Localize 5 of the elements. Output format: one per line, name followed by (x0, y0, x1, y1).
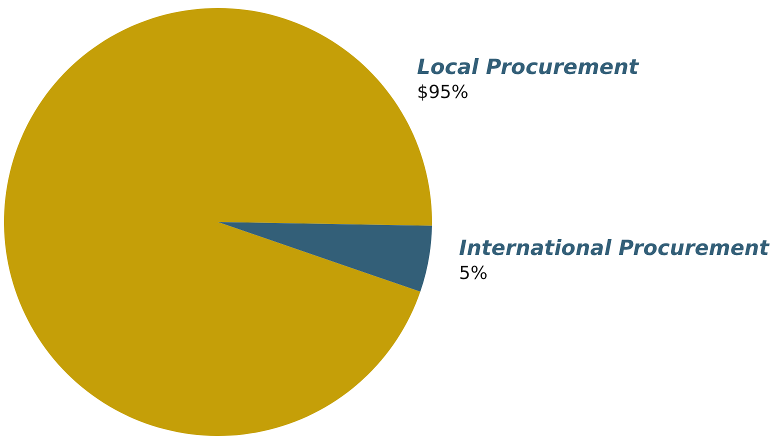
data-label: $95% (417, 82, 468, 103)
pie-slice (218, 222, 432, 292)
slice-label: Local Procurement (417, 55, 640, 79)
data-label: 5% (459, 263, 488, 284)
slice-label: International Procurement (459, 236, 771, 260)
